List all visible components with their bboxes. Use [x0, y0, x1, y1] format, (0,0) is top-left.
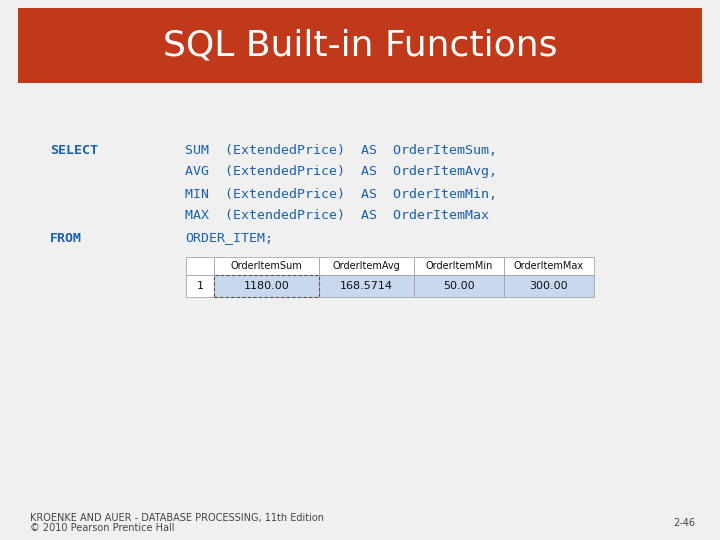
Text: OrderItemAvg: OrderItemAvg: [333, 261, 400, 271]
Text: 168.5714: 168.5714: [340, 281, 393, 291]
Text: 1: 1: [197, 281, 204, 291]
FancyBboxPatch shape: [319, 275, 414, 297]
FancyBboxPatch shape: [414, 257, 504, 275]
Text: KROENKE AND AUER - DATABASE PROCESSING, 11th Edition: KROENKE AND AUER - DATABASE PROCESSING, …: [30, 513, 324, 523]
Text: SELECT: SELECT: [50, 144, 98, 157]
Text: MIN  (ExtendedPrice)  AS  OrderItemMin,: MIN (ExtendedPrice) AS OrderItemMin,: [185, 187, 497, 200]
FancyBboxPatch shape: [186, 275, 214, 297]
FancyBboxPatch shape: [18, 8, 702, 83]
Text: ORDER_ITEM;: ORDER_ITEM;: [185, 232, 273, 245]
FancyBboxPatch shape: [214, 257, 319, 275]
Text: 300.00: 300.00: [530, 281, 568, 291]
Text: FROM: FROM: [50, 232, 82, 245]
Text: OrderItemMax: OrderItemMax: [514, 261, 584, 271]
Text: MAX  (ExtendedPrice)  AS  OrderItemMax: MAX (ExtendedPrice) AS OrderItemMax: [185, 210, 489, 222]
FancyBboxPatch shape: [414, 275, 504, 297]
Text: 2-46: 2-46: [673, 518, 695, 528]
Text: AVG  (ExtendedPrice)  AS  OrderItemAvg,: AVG (ExtendedPrice) AS OrderItemAvg,: [185, 165, 497, 179]
Text: SQL Built-in Functions: SQL Built-in Functions: [163, 29, 557, 63]
Text: © 2010 Pearson Prentice Hall: © 2010 Pearson Prentice Hall: [30, 523, 174, 533]
Text: OrderItemMin: OrderItemMin: [426, 261, 492, 271]
Text: 50.00: 50.00: [444, 281, 474, 291]
FancyBboxPatch shape: [214, 275, 319, 297]
FancyBboxPatch shape: [504, 257, 594, 275]
FancyBboxPatch shape: [504, 275, 594, 297]
Text: OrderItemSum: OrderItemSum: [230, 261, 302, 271]
FancyBboxPatch shape: [319, 257, 414, 275]
Text: 1180.00: 1180.00: [243, 281, 289, 291]
Text: SUM  (ExtendedPrice)  AS  OrderItemSum,: SUM (ExtendedPrice) AS OrderItemSum,: [185, 144, 497, 157]
FancyBboxPatch shape: [186, 257, 214, 275]
